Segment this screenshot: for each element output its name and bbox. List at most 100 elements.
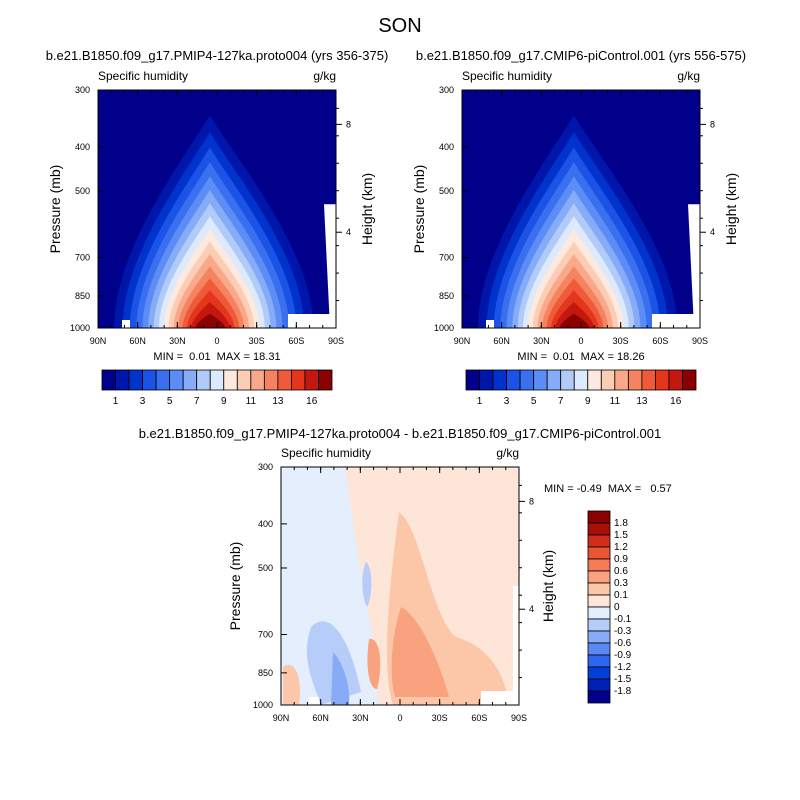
x-tick-label: 90N — [90, 336, 107, 346]
colorbar-label: 0.3 — [614, 578, 628, 589]
y2-tick-label: 8 — [346, 119, 351, 129]
colorbar-label: 0.6 — [614, 566, 628, 577]
colorbar-swatch — [587, 678, 611, 692]
colorbar-label: 3 — [504, 396, 510, 407]
panel-difference: b.e21.B1850.f09_g17.PMIP4-127ka.proto004… — [139, 426, 672, 723]
colorbar-swatch — [560, 369, 575, 391]
min-max-stats: MIN = -0.49 MAX = 0.57 — [544, 483, 672, 495]
colorbar-label: 1.8 — [614, 518, 628, 529]
y-tick-label: 400 — [258, 519, 273, 529]
x-tick-label: 60S — [288, 336, 304, 346]
colorbar-swatch — [573, 369, 589, 391]
y2-tick-label: 4 — [346, 227, 351, 237]
colorbar-label: 0.9 — [614, 554, 628, 565]
y-tick-label: 700 — [75, 252, 90, 262]
colorbar-label: 9 — [221, 396, 227, 407]
colorbar-swatch — [587, 510, 611, 524]
units-label: g/kg — [313, 69, 336, 83]
colorbar-swatch — [614, 369, 629, 391]
colorbar-label: 5 — [531, 396, 537, 407]
axes: 90N 60N 30N 0 30S 60S 90S 300 400 500 700 850 1000 8 4 — [253, 462, 534, 723]
colorbar-swatch — [668, 369, 683, 391]
topography — [486, 320, 494, 328]
y2-tick-label: 8 — [529, 496, 534, 506]
colorbar-label: 7 — [558, 396, 564, 407]
axes: 90N 60N 30N 0 30S 60S 90S 300 400 500 700 850 1000 8 4 — [70, 85, 351, 346]
colorbar-label: 11 — [610, 396, 621, 407]
x-tick-label: 30N — [352, 713, 369, 723]
panel-title: b.e21.B1850.f09_g17.PMIP4-127ka.proto004… — [139, 426, 662, 441]
topography — [652, 314, 700, 328]
variable-label: Specific humidity — [281, 446, 371, 460]
topography — [288, 314, 336, 328]
x-tick-label: 30S — [613, 336, 629, 346]
field-band — [391, 607, 449, 697]
colorbar-label: -0.3 — [614, 626, 632, 637]
y2-tick-label: 4 — [529, 604, 534, 614]
y2-axis-label: Height (km) — [359, 173, 375, 245]
y-tick-label: 850 — [258, 668, 273, 678]
field-band — [281, 467, 379, 705]
colorbar-swatch — [291, 369, 306, 391]
colorbar-swatch — [587, 618, 611, 632]
colorbar-swatch — [263, 369, 279, 391]
y-tick-label: 300 — [75, 85, 90, 95]
y-tick-label: 300 — [439, 85, 454, 95]
field-band — [367, 638, 381, 689]
y-tick-label: 400 — [439, 142, 454, 152]
y-tick-label: 500 — [439, 186, 454, 196]
y-axis-label: Pressure (mb) — [411, 165, 427, 254]
colorbar-swatch — [223, 369, 238, 391]
colorbar-label: 13 — [272, 396, 284, 407]
figure-title: SON — [378, 15, 421, 37]
contour-field — [98, 90, 336, 328]
colorbar-swatch — [115, 369, 130, 391]
y-tick-label: 400 — [75, 142, 90, 152]
colorbar-swatch — [304, 369, 319, 391]
x-tick-label: 60N — [312, 713, 329, 723]
colorbar-swatch — [587, 666, 611, 680]
units-label: g/kg — [677, 69, 700, 83]
x-tick-label: 60N — [129, 336, 146, 346]
topography — [122, 320, 130, 328]
field-band — [559, 313, 590, 328]
x-tick-label: 0 — [214, 336, 219, 346]
y-tick-label: 850 — [75, 291, 90, 301]
x-tick-label: 90N — [454, 336, 471, 346]
topography — [694, 209, 700, 328]
colorbar-swatch — [587, 630, 611, 644]
panel-title: b.e21.B1850.f09_g17.PMIP4-127ka.proto004… — [46, 48, 389, 63]
y2-axis-label: Height (km) — [723, 173, 739, 245]
colorbar-swatch — [587, 558, 611, 572]
x-tick-label: 90S — [692, 336, 708, 346]
colorbar-swatch — [506, 369, 521, 391]
y2-tick-label: 4 — [710, 227, 715, 237]
colorbar-swatch — [182, 369, 198, 391]
colorbar-swatch — [479, 369, 494, 391]
colorbar-swatch — [587, 690, 611, 704]
colorbar-swatch — [655, 369, 670, 391]
y-tick-label: 500 — [75, 186, 90, 196]
colorbar-swatch — [128, 369, 143, 391]
colorbar-swatch — [587, 594, 611, 608]
field-band — [283, 664, 301, 705]
contour-field — [281, 467, 519, 705]
colorbar-label: 5 — [167, 396, 173, 407]
colorbar-label: 0 — [614, 602, 620, 613]
colorbar: 1.81.51.20.90.60.30.10-0.1-0.3-0.6-0.9-1… — [587, 510, 632, 704]
y-tick-label: 500 — [258, 563, 273, 573]
x-tick-label: 90S — [511, 713, 527, 723]
colorbar-label: -1.2 — [614, 662, 632, 673]
colorbar: 1 3 5 7 9 11 13 16 — [465, 369, 697, 407]
colorbar-swatch — [587, 570, 611, 584]
colorbar-swatch — [533, 369, 548, 391]
colorbar-swatch — [142, 369, 157, 391]
colorbar-label: 1.2 — [614, 542, 628, 553]
colorbar-swatch — [318, 369, 333, 391]
colorbar-swatch — [587, 369, 602, 391]
y2-axis-label: Height (km) — [540, 550, 556, 622]
colorbar-swatch — [196, 369, 211, 391]
y-tick-label: 700 — [439, 252, 454, 262]
colorbar-swatch — [546, 369, 562, 391]
y-tick-label: 1000 — [434, 323, 454, 333]
